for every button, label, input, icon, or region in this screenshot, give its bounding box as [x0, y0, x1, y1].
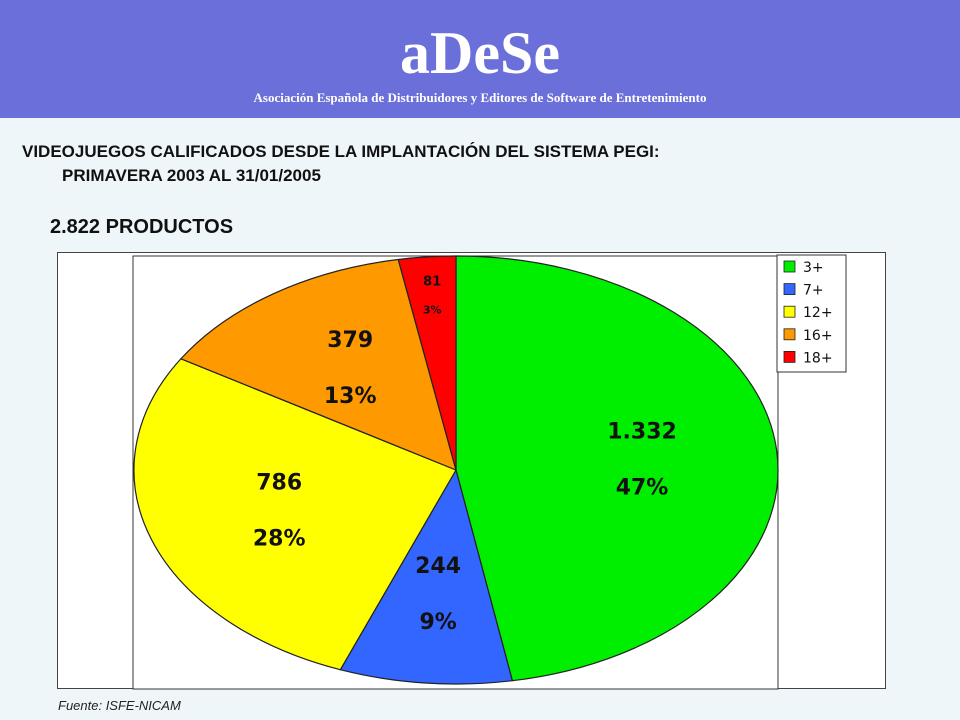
- page-title-period: PRIMAVERA 2003 AL 31/01/2005: [62, 166, 321, 185]
- legend-label-3plus: 3+: [803, 260, 824, 276]
- slice-value-label-12plus: 786: [256, 470, 302, 495]
- brand-subtitle: Asociación Española de Distribuidores y …: [253, 90, 707, 105]
- page-title: VIDEOJUEGOS CALIFICADOS DESDE LA IMPLANT…: [22, 142, 660, 161]
- legend-label-7plus: 7+: [803, 283, 824, 299]
- slice-percent-label-3plus: 47%: [616, 475, 669, 500]
- slice-value-label-16plus: 379: [327, 328, 373, 353]
- legend-swatch-18plus: [783, 351, 796, 363]
- slice-percent-label-12plus: 28%: [253, 526, 306, 551]
- slice-value-label-3plus: 1.332: [607, 419, 677, 444]
- legend-label-18plus: 18+: [803, 350, 833, 366]
- pie-slice-7plus: [339, 468, 514, 685]
- slice-percent-label-16plus: 13%: [324, 384, 377, 409]
- pie-slice-12plus: [133, 358, 457, 671]
- header-banner: aDeSe Asociación Española de Distribuido…: [0, 0, 960, 118]
- source-note: Fuente: ISFE-NICAM: [58, 698, 181, 713]
- legend-label-12plus: 12+: [803, 305, 833, 321]
- pie-slice-3plus: [455, 255, 779, 682]
- chart-frame: 1.332 47% 244 9% 786 28% 379 13% 81 3% 3+ 7+ 12+ 16+ 1…: [57, 252, 886, 690]
- pie-slice-18plus: [397, 255, 457, 471]
- pie-slice-16plus: [179, 258, 457, 472]
- slice-percent-label-18plus: 3%: [423, 304, 442, 317]
- slice-value-label-18plus: 81: [423, 275, 441, 290]
- legend-label-16plus: 16+: [803, 328, 833, 344]
- brand-logo-text: aDeSe: [400, 20, 560, 86]
- slice-percent-label-7plus: 9%: [419, 610, 456, 635]
- legend-swatch-16plus: [783, 328, 796, 341]
- slice-value-label-7plus: 244: [415, 554, 461, 579]
- total-products: 2.822 PRODUCTOS: [50, 216, 234, 238]
- legend-swatch-7plus: [783, 283, 796, 296]
- pie-chart: 1.332 47% 244 9% 786 28% 379 13% 81 3% 3+ 7+ 12+ 16+ 1…: [132, 254, 847, 690]
- legend-swatch-3plus: [783, 260, 796, 273]
- legend-swatch-12plus: [783, 305, 796, 318]
